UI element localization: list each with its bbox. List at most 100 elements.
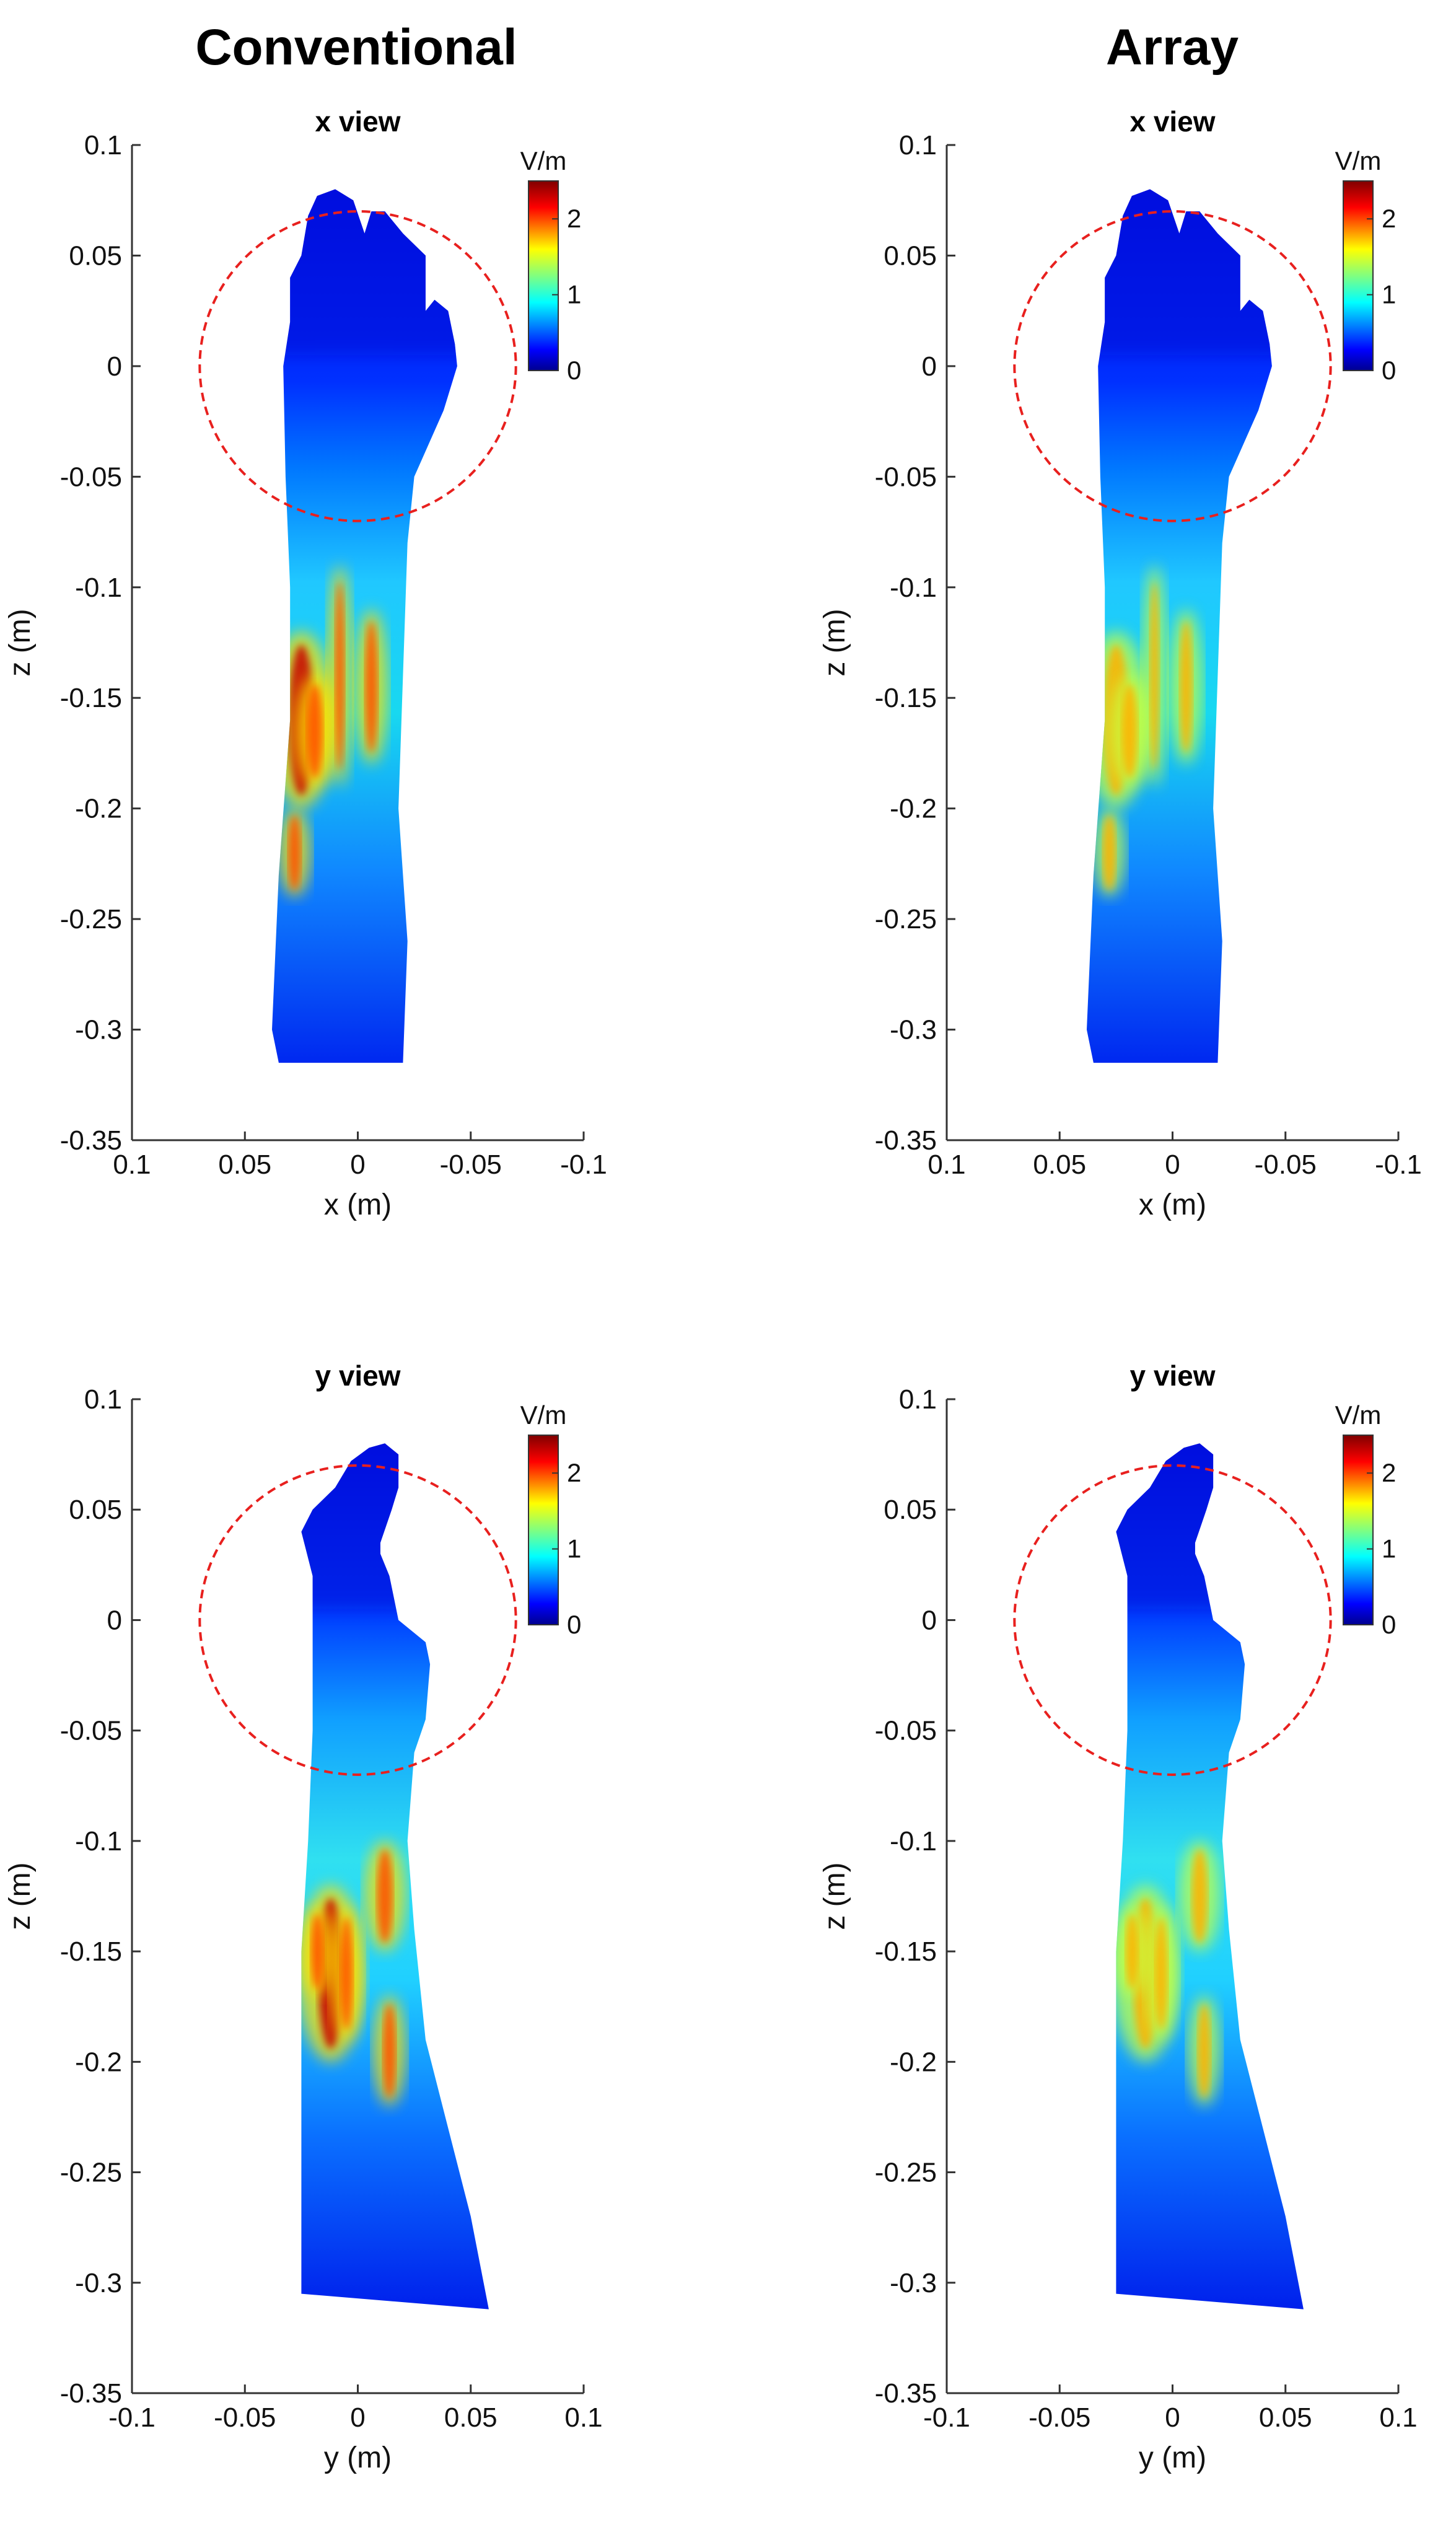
- hotspot-core: [1121, 683, 1138, 778]
- y-tick-label: 0.1: [84, 1384, 122, 1415]
- x-tick-label: -0.1: [560, 1149, 607, 1180]
- x-tick-label: 0: [1165, 2402, 1180, 2433]
- hotspot-core: [1191, 1849, 1208, 1943]
- hotspot-core: [1180, 621, 1193, 753]
- annotation-circle: [198, 1464, 517, 1776]
- y-tick-label: 0.05: [884, 240, 937, 271]
- y-tick-label: 0: [922, 1605, 937, 1635]
- colorbar-tick-label: 0: [567, 356, 581, 385]
- y-tick-label: -0.15: [60, 683, 122, 713]
- annotation-circle: [1013, 210, 1332, 522]
- colorbar-tick-label: 2: [1382, 1458, 1396, 1487]
- panel-title: x view: [315, 105, 400, 138]
- hotspot-core: [1125, 1914, 1139, 1989]
- colorbar-label: V/m: [520, 1400, 567, 1430]
- hand-cool-region: [1087, 189, 1272, 356]
- annotation-circle: [1013, 1464, 1332, 1776]
- x-tick-label: 0.05: [444, 2402, 498, 2433]
- y-tick-label: -0.2: [75, 794, 122, 824]
- hotspot-core: [1103, 815, 1116, 890]
- hotspot-core: [335, 581, 344, 770]
- colorbar-tick-label: 0: [1382, 356, 1396, 385]
- panel-3: y view 0.1 0.05 0 -0.05 -0.1 -0.15 -0.2 -0.25 -0.…: [4, 1360, 603, 2474]
- colorbar: [1343, 1435, 1374, 1625]
- x-tick-label: -0.05: [1028, 2402, 1090, 2433]
- hotspot-core: [1198, 2003, 1211, 2098]
- y-tick-label: 0.1: [899, 1384, 937, 1415]
- colorbar-tick-label: 1: [1382, 280, 1396, 309]
- x-tick-label: -0.05: [440, 1149, 502, 1180]
- y-tick-label: -0.1: [75, 573, 122, 603]
- hotspot-core: [310, 1914, 324, 1989]
- panel-title: y view: [1129, 1360, 1215, 1392]
- y-tick-label: -0.2: [890, 794, 937, 824]
- y-axis-label: z (m): [4, 609, 37, 676]
- y-tick-label: -0.35: [875, 1125, 937, 1156]
- hotspot-core: [377, 1849, 393, 1943]
- y-tick-label: -0.25: [875, 904, 937, 934]
- y-tick-label: -0.05: [875, 462, 937, 492]
- hotspot-core: [288, 815, 301, 890]
- x-tick-label: 0.1: [1379, 2402, 1417, 2433]
- colorbar-tick-label: 2: [1382, 204, 1396, 233]
- y-tick-label: -0.25: [875, 2158, 937, 2188]
- y-tick-label: -0.3: [890, 1015, 937, 1045]
- hand-cool-region: [1116, 1443, 1304, 1609]
- colorbar-label: V/m: [520, 146, 567, 175]
- x-tick-label: -0.05: [1255, 1149, 1317, 1180]
- x-tick-label: -0.1: [108, 2402, 156, 2433]
- hotspot-core: [383, 2003, 396, 2098]
- x-tick-label: 0: [350, 1149, 365, 1180]
- y-tick-label: -0.15: [875, 1936, 937, 1967]
- y-tick-label: 0.1: [899, 130, 937, 160]
- y-tick-label: -0.25: [60, 904, 122, 934]
- x-tick-label: 0.05: [1259, 2402, 1312, 2433]
- y-tick-label: 0: [922, 351, 937, 382]
- x-tick-label: 0.1: [928, 1149, 965, 1180]
- panel-title: y view: [315, 1360, 400, 1392]
- x-tick-label: -0.05: [214, 2402, 276, 2433]
- colorbar-label: V/m: [1335, 146, 1382, 175]
- x-axis-label: x (m): [324, 1189, 392, 1221]
- y-axis-label: z (m): [818, 1862, 851, 1930]
- y-tick-label: -0.35: [875, 2378, 937, 2409]
- colorbar: [1343, 180, 1374, 371]
- x-tick-label: -0.1: [923, 2402, 970, 2433]
- panel-title: x view: [1129, 105, 1215, 138]
- y-tick-label: -0.15: [60, 1936, 122, 1967]
- x-axis-label: y (m): [324, 2441, 392, 2474]
- y-axis-label: z (m): [818, 609, 851, 676]
- y-tick-label: -0.1: [890, 1826, 937, 1857]
- x-tick-label: 0.1: [113, 1149, 151, 1180]
- x-tick-label: 0: [1165, 1149, 1180, 1180]
- hand-cool-region: [272, 189, 457, 356]
- panel-1: x view 0.1 0.05 0 -0.05 -0.1 -0.15 -0.2 -0.25 -0.…: [4, 105, 607, 1221]
- panel-2: x view 0.1 0.05 0 -0.05 -0.1 -0.15 -0.2 -0.25 -0.…: [818, 105, 1422, 1221]
- colorbar-label: V/m: [1335, 1400, 1382, 1430]
- y-tick-label: -0.15: [875, 683, 937, 713]
- hotspot-core: [340, 1917, 353, 2030]
- y-tick-label: -0.05: [60, 462, 122, 492]
- y-tick-label: 0.1: [84, 130, 122, 160]
- y-tick-label: -0.3: [75, 1015, 122, 1045]
- y-tick-label: -0.05: [875, 1716, 937, 1746]
- colorbar-tick-label: 1: [567, 280, 581, 309]
- hotspot-core: [307, 683, 323, 778]
- colorbar-tick-label: 1: [1382, 1534, 1396, 1563]
- y-tick-label: -0.35: [60, 1125, 122, 1156]
- y-tick-label: 0: [107, 351, 122, 382]
- colorbar-tick-label: 2: [567, 1458, 581, 1487]
- column-title-array: Array: [1105, 19, 1239, 76]
- x-tick-label: -0.1: [1375, 1149, 1422, 1180]
- x-tick-label: 0.05: [1033, 1149, 1086, 1180]
- colorbar-tick-label: 0: [567, 1610, 581, 1639]
- panel-4: y view 0.1 0.05 0 -0.05 -0.1 -0.15 -0.2 -0.25 -0.…: [818, 1360, 1418, 2474]
- x-axis-label: x (m): [1139, 1189, 1206, 1221]
- y-tick-label: -0.35: [60, 2378, 122, 2409]
- y-tick-label: -0.3: [890, 2268, 937, 2298]
- y-tick-label: -0.25: [60, 2158, 122, 2188]
- y-tick-label: 0.05: [69, 1495, 122, 1525]
- colorbar-tick-label: 1: [567, 1534, 581, 1563]
- y-axis-label: z (m): [4, 1862, 37, 1930]
